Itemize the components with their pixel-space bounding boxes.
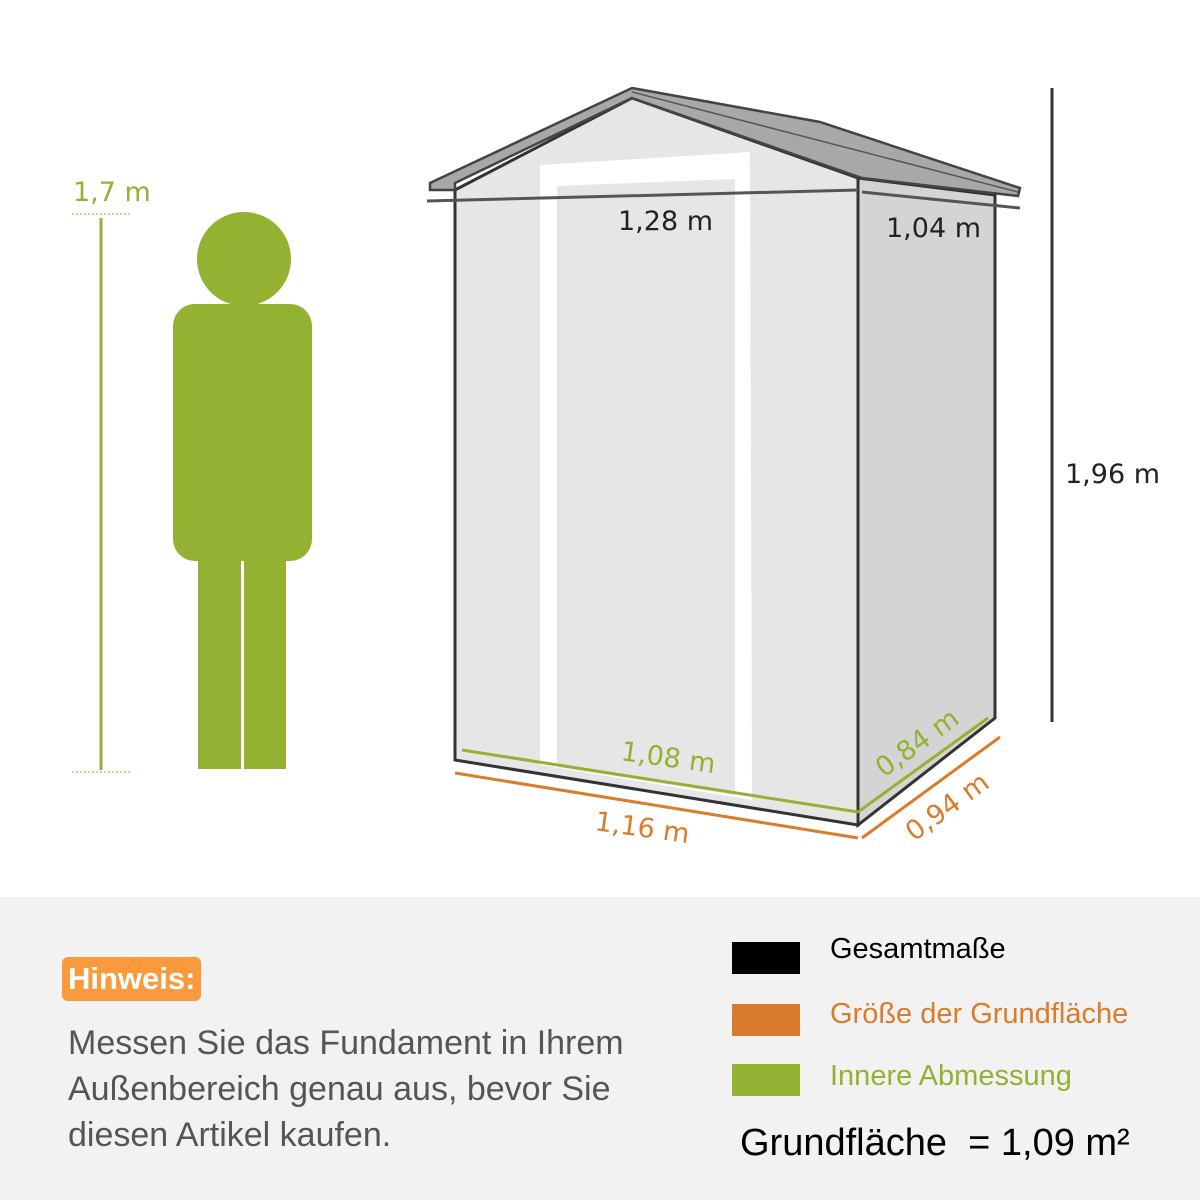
note-text: Messen Sie das Fundament in Ihrem Außenb… — [68, 1024, 624, 1154]
overall-depth-line — [861, 190, 1021, 210]
base-depth-line — [861, 735, 1001, 840]
overall-width-line — [426, 188, 859, 203]
inner-depth-line — [857, 716, 989, 814]
base-width-label: 1,16 m — [593, 806, 691, 850]
height-label: 1,96 m — [1065, 459, 1160, 490]
legend-swatch-inner — [732, 1064, 800, 1096]
legend-label-overall: Gesamtmaße — [830, 933, 1006, 965]
legend-label-inner: Innere Abmessung — [830, 1060, 1072, 1092]
inner-width-line — [461, 748, 859, 814]
floor-area: Grundfläche = 1,09 m² — [740, 1122, 1130, 1164]
overall-width-label: 1,28 m — [618, 206, 713, 237]
overall-depth-label: 1,04 m — [886, 213, 981, 244]
person-left-leg — [198, 550, 241, 769]
person-body — [173, 304, 312, 561]
shed — [428, 86, 1022, 829]
info-panel — [0, 897, 1200, 1200]
legend-swatch-base — [732, 1004, 800, 1036]
shed-door — [557, 179, 735, 795]
base-width-line — [454, 771, 859, 840]
person-right-leg — [244, 550, 286, 769]
legend-swatch-overall — [732, 942, 800, 974]
person-height-dimension: 1,7 m — [72, 177, 151, 773]
legend-label-base: Größe der Grundfläche — [830, 998, 1129, 1030]
note-badge: Hinweis: — [62, 957, 202, 1001]
shed-dimension-diagram: 1,7 m 1,28 m 1,04 m 1,96 m 1,08 m 0,84 m… — [72, 86, 1160, 850]
person-silhouette — [173, 212, 312, 769]
person-head — [197, 212, 291, 306]
person-height-label: 1,7 m — [73, 177, 151, 208]
shed-roof — [428, 86, 1022, 198]
